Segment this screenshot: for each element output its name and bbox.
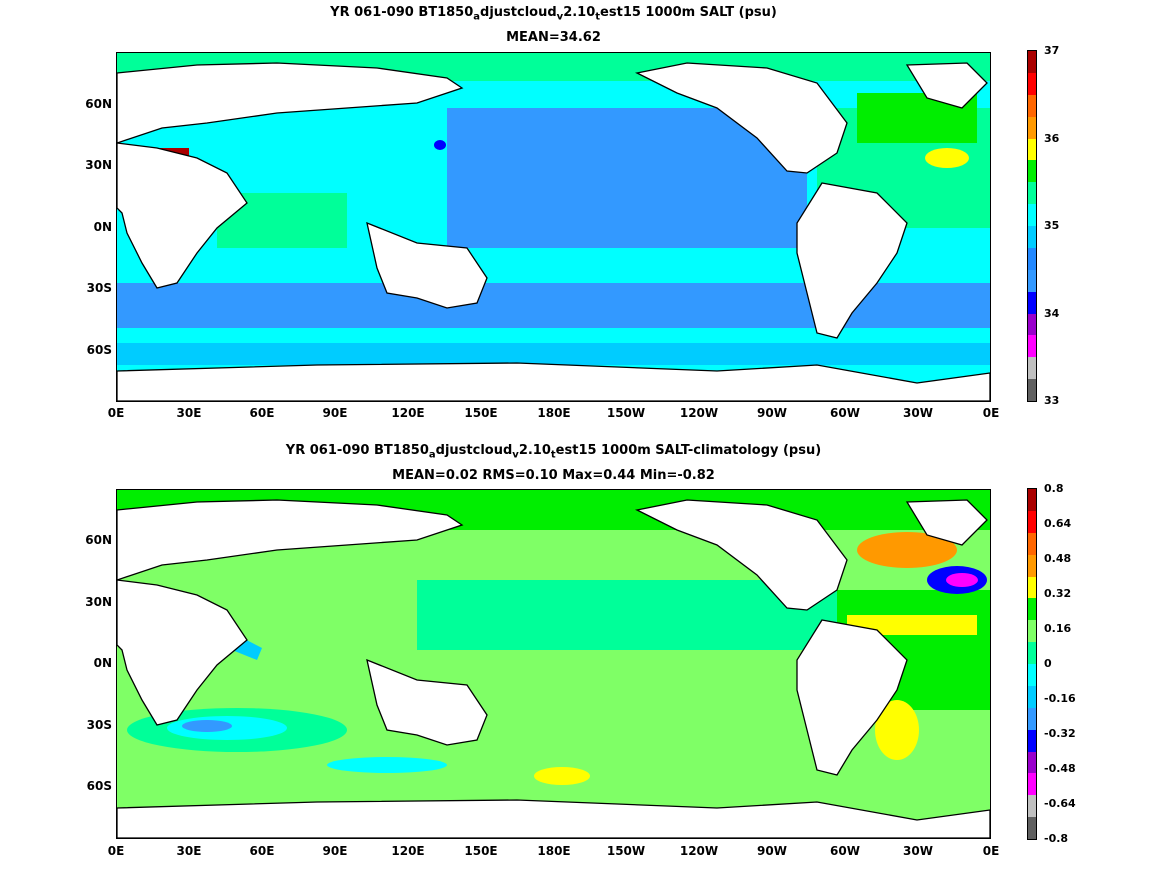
p2-xtick: 90W [757, 844, 787, 858]
p1-xtick: 120E [391, 406, 425, 420]
p2-xtick: 30W [903, 844, 933, 858]
colorbar-swatch [1028, 729, 1036, 752]
colorbar-swatch [1028, 160, 1036, 183]
p1-ytick: 60N [85, 97, 112, 111]
p2-xtick: 180E [537, 844, 571, 858]
p2-xtick: 150E [464, 844, 498, 858]
colorbar-swatch [1028, 379, 1036, 401]
p2-ytick: 30S [86, 718, 112, 732]
colorbar-swatch [1028, 116, 1036, 139]
p2-cbar-label: 0.8 [1044, 482, 1064, 495]
panel1-stats: MEAN=34.62 [506, 30, 601, 45]
p1-cbar-label: 33 [1044, 394, 1060, 407]
p1-cbar-label: 35 [1044, 219, 1060, 232]
p2-cbar-label: -0.32 [1044, 727, 1076, 740]
p1-xtick: 0E [107, 406, 125, 420]
p2-ytick: 60N [85, 533, 112, 547]
p2-xtick: 60E [249, 844, 275, 858]
p1-ytick: 60S [86, 343, 112, 357]
colorbar-swatch [1028, 751, 1036, 774]
p1-xtick: 180E [537, 406, 571, 420]
p1-xtick: 30W [903, 406, 933, 420]
p2-xtick: 90E [322, 844, 348, 858]
colorbar-swatch [1028, 510, 1036, 533]
p1-xtick: 150E [464, 406, 498, 420]
colorbar-swatch [1028, 357, 1036, 380]
colorbar-swatch [1028, 707, 1036, 730]
p1-ytick: 0N [93, 220, 112, 234]
p2-xtick: 0E [107, 844, 125, 858]
colorbar-swatch [1028, 226, 1036, 248]
p1-xtick: 150W [606, 406, 646, 420]
p2-cbar-label: -0.48 [1044, 762, 1076, 775]
colorbar-swatch [1028, 51, 1036, 73]
colorbar-swatch [1028, 620, 1036, 643]
colorbar-swatch [1028, 532, 1036, 555]
p1-xtick: 30E [176, 406, 202, 420]
panel2-stats: MEAN=0.02 RMS=0.10 Max=0.44 Min=-0.82 [392, 468, 715, 483]
colorbar-swatch [1028, 138, 1036, 161]
p2-xtick: 0E [982, 844, 1000, 858]
panel2-title: YR 061-090 BT1850adjustcloudv2.10test15 … [285, 443, 822, 461]
colorbar-swatch [1028, 554, 1036, 577]
p1-cbar-label: 34 [1044, 307, 1060, 320]
colorbar-swatch [1028, 773, 1036, 796]
panel1-map [116, 52, 991, 402]
panel2-colorbar [1027, 488, 1037, 840]
p2-ytick: 30N [85, 595, 112, 609]
colorbar-swatch [1028, 576, 1036, 599]
colorbar-swatch [1028, 204, 1036, 226]
colorbar-swatch [1028, 247, 1036, 270]
p1-ytick: 30S [86, 281, 112, 295]
colorbar-swatch [1028, 182, 1036, 205]
p2-cbar-label: 0.32 [1044, 587, 1072, 600]
p2-cbar-label: -0.16 [1044, 692, 1076, 705]
colorbar-swatch [1028, 598, 1036, 621]
p2-cbar-label: 0.48 [1044, 552, 1072, 565]
colorbar-swatch [1028, 795, 1036, 818]
p1-xtick: 120W [679, 406, 719, 420]
p2-xtick: 30E [176, 844, 202, 858]
p1-ytick: 30N [85, 158, 112, 172]
colorbar-swatch [1028, 313, 1036, 336]
p2-cbar-label: 0 [1044, 657, 1052, 670]
panel2-map [116, 489, 991, 839]
colorbar-swatch [1028, 94, 1036, 117]
colorbar-swatch [1028, 685, 1036, 708]
colorbar-swatch [1028, 269, 1036, 292]
p2-xtick: 120E [391, 844, 425, 858]
colorbar-swatch [1028, 291, 1036, 314]
p2-xtick: 150W [606, 844, 646, 858]
colorbar-swatch [1028, 335, 1036, 358]
panel1-title: YR 061-090 BT1850adjustcloudv2.10test15 … [330, 5, 777, 23]
panel2-map-svg [117, 490, 990, 838]
p2-cbar-label: 0.16 [1044, 622, 1072, 635]
p2-cbar-label: 0.64 [1044, 517, 1072, 530]
colorbar-swatch [1028, 72, 1036, 95]
colorbar-swatch [1028, 642, 1036, 664]
colorbar-swatch [1028, 817, 1036, 839]
p1-xtick: 0E [982, 406, 1000, 420]
p2-xtick: 120W [679, 844, 719, 858]
p1-xtick: 90E [322, 406, 348, 420]
p1-xtick: 60E [249, 406, 275, 420]
p1-xtick: 60W [830, 406, 860, 420]
panel1-colorbar [1027, 50, 1037, 402]
p2-ytick: 0N [93, 656, 112, 670]
p1-cbar-label: 36 [1044, 132, 1060, 145]
panel1-map-svg [117, 53, 990, 401]
p2-ytick: 60S [86, 779, 112, 793]
p1-xtick: 90W [757, 406, 787, 420]
colorbar-swatch [1028, 664, 1036, 686]
colorbar-swatch [1028, 489, 1036, 511]
p2-cbar-label: -0.8 [1044, 832, 1069, 845]
p2-xtick: 60W [830, 844, 860, 858]
p2-cbar-label: -0.64 [1044, 797, 1076, 810]
p1-cbar-label: 37 [1044, 44, 1060, 57]
